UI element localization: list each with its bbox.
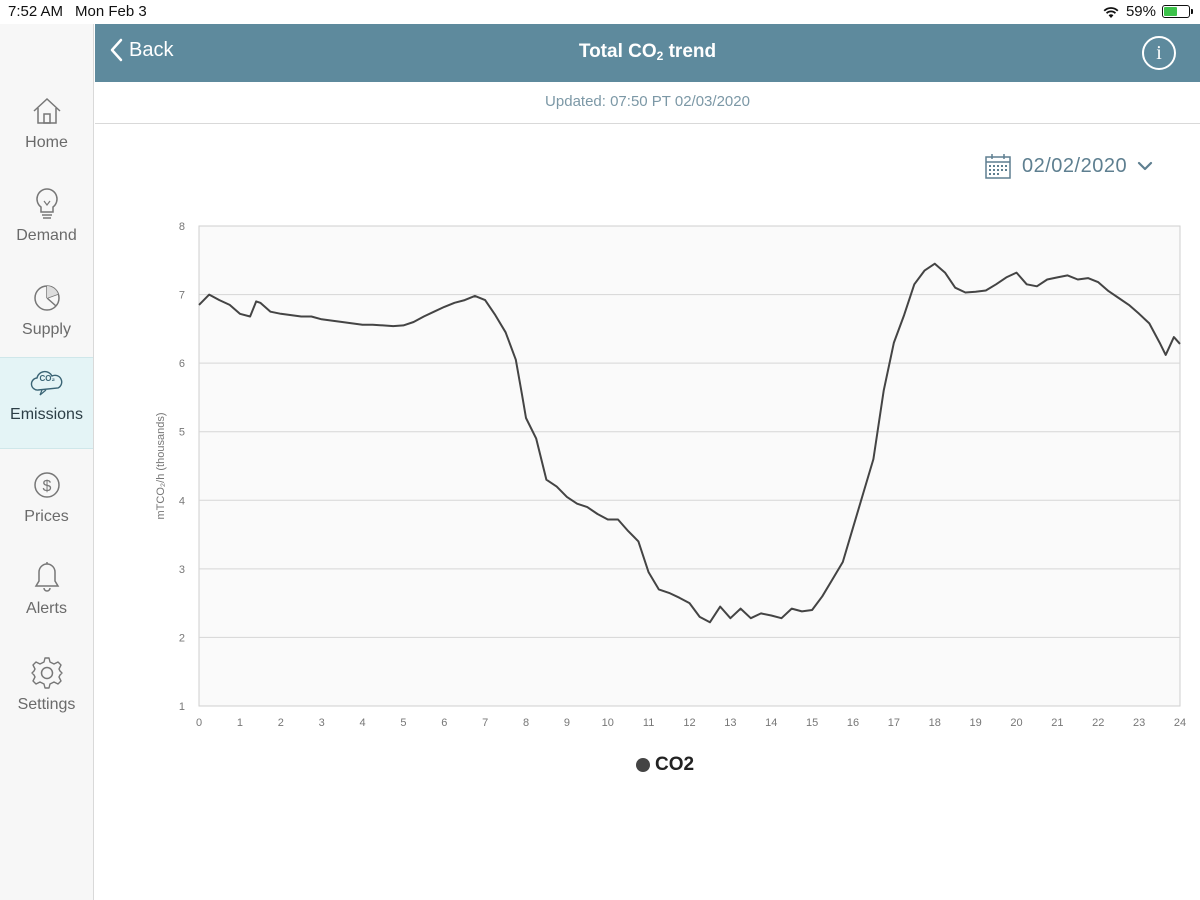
home-icon xyxy=(30,94,64,128)
x-tick-label: 3 xyxy=(319,717,325,729)
y-tick-label: 5 xyxy=(179,427,185,439)
sidebar-item-prices[interactable]: $ Prices xyxy=(0,460,93,552)
battery-percent: 59% xyxy=(1125,3,1156,20)
status-time: 7:52 AM xyxy=(8,3,64,20)
series-line-co2 xyxy=(198,262,1181,624)
sidebar-item-supply[interactable]: Supply xyxy=(0,273,93,365)
sidebar: Home Demand Supply CO₂ Emissions $ Price… xyxy=(0,24,94,900)
sidebar-item-label: Supply xyxy=(22,321,71,338)
x-tick-label: 7 xyxy=(482,717,488,729)
x-tick-label: 4 xyxy=(359,717,365,729)
selected-date: 02/02/2020 xyxy=(1022,154,1128,177)
sidebar-item-emissions[interactable]: CO₂ Emissions xyxy=(0,357,93,449)
y-tick-label: 3 xyxy=(179,564,185,576)
co2-cloud-icon: CO₂ xyxy=(30,366,64,400)
x-tick-label: 6 xyxy=(441,717,447,729)
header-bar: Back Total CO2 trend i xyxy=(95,24,1200,82)
back-button[interactable]: Back xyxy=(109,38,173,62)
dollar-icon: $ xyxy=(30,468,64,502)
x-tick-label: 23 xyxy=(1133,717,1145,729)
x-tick-label: 16 xyxy=(847,717,859,729)
x-tick-label: 8 xyxy=(523,717,529,729)
y-tick-label: 8 xyxy=(179,221,185,233)
status-date: Mon Feb 3 xyxy=(75,3,147,20)
x-tick-label: 22 xyxy=(1092,717,1104,729)
sidebar-item-label: Emissions xyxy=(10,406,83,423)
x-tick-label: 24 xyxy=(1174,717,1186,729)
x-tick-label: 15 xyxy=(806,717,818,729)
x-tick-label: 12 xyxy=(683,717,695,729)
gear-icon xyxy=(30,656,64,690)
y-tick-label: 4 xyxy=(179,495,185,507)
y-tick-label: 6 xyxy=(179,358,185,370)
sidebar-item-label: Home xyxy=(25,134,68,151)
lightbulb-icon xyxy=(30,187,64,221)
sidebar-item-demand[interactable]: Demand xyxy=(0,179,93,271)
pie-chart-icon xyxy=(30,281,64,315)
x-tick-label: 20 xyxy=(1010,717,1022,729)
x-tick-label: 13 xyxy=(724,717,736,729)
legend-label: CO2 xyxy=(655,754,695,775)
sidebar-item-label: Demand xyxy=(16,227,77,244)
svg-text:$: $ xyxy=(42,478,51,495)
page-title: Total CO2 trend xyxy=(578,41,717,63)
x-tick-label: 14 xyxy=(765,717,777,729)
x-tick-label: 1 xyxy=(237,717,243,729)
y-axis-label: mTCO₂/h (thousands) xyxy=(155,413,167,520)
wifi-icon xyxy=(1103,6,1119,18)
status-bar: 7:52 AM Mon Feb 3 59% xyxy=(0,0,1200,24)
updated-timestamp: Updated: 07:50 PT 02/03/2020 xyxy=(95,82,1200,124)
chevron-down-icon xyxy=(1138,161,1153,171)
bell-icon xyxy=(30,560,64,594)
info-button[interactable]: i xyxy=(1142,36,1176,70)
date-picker[interactable]: 02/02/2020 xyxy=(984,152,1153,180)
x-tick-label: 11 xyxy=(643,717,654,729)
sidebar-item-home[interactable]: Home xyxy=(0,86,93,178)
back-label: Back xyxy=(129,38,174,61)
battery-icon xyxy=(1162,5,1193,18)
x-tick-label: 19 xyxy=(970,717,982,729)
sidebar-item-alerts[interactable]: Alerts xyxy=(0,552,93,644)
x-tick-label: 10 xyxy=(602,717,614,729)
x-tick-label: 21 xyxy=(1051,717,1063,729)
sidebar-item-settings[interactable]: Settings xyxy=(0,648,93,740)
status-right: 59% xyxy=(1102,3,1193,20)
info-icon: i xyxy=(1156,41,1162,64)
x-tick-label: 2 xyxy=(278,717,284,729)
sidebar-item-label: Prices xyxy=(24,508,69,525)
legend-dot xyxy=(636,758,650,772)
y-tick-label: 1 xyxy=(179,701,185,713)
y-tick-label: 7 xyxy=(179,290,185,302)
chevron-left-icon xyxy=(110,38,123,62)
sidebar-item-label: Alerts xyxy=(26,600,67,617)
plot-area xyxy=(198,225,1181,707)
x-tick-label: 9 xyxy=(564,717,570,729)
sidebar-item-label: Settings xyxy=(17,696,76,713)
y-tick-label: 2 xyxy=(179,632,185,644)
x-tick-label: 0 xyxy=(196,717,202,729)
co2-badge: CO₂ xyxy=(39,374,56,383)
x-tick-label: 5 xyxy=(400,717,406,729)
calendar-icon xyxy=(985,154,1011,179)
x-tick-label: 17 xyxy=(888,717,900,729)
x-tick-label: 18 xyxy=(929,717,941,729)
chart-legend: CO2 xyxy=(636,754,694,776)
